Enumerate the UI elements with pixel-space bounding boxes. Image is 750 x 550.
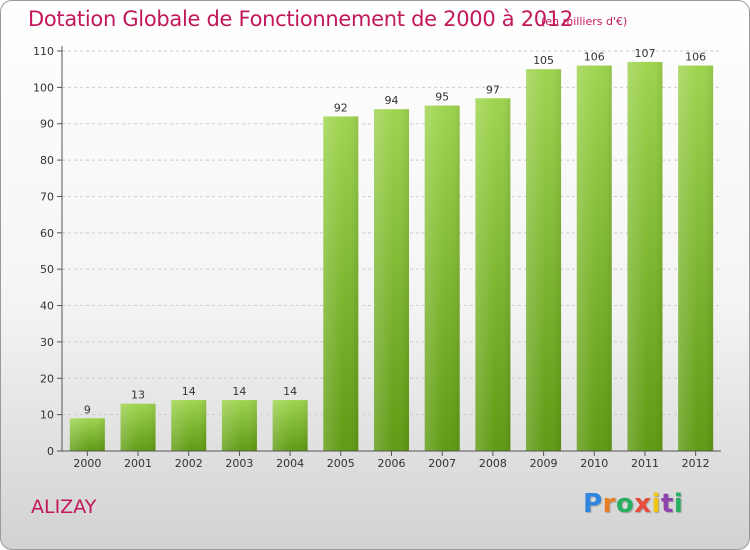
x-tick-label: 2012 <box>682 457 710 470</box>
bars <box>69 61 714 452</box>
bar-shade-2008 <box>475 98 511 451</box>
y-tick-label: 10 <box>40 409 54 422</box>
data-labels: 9 13 14 14 14 92 94 95 97 105 106 107 106 <box>84 47 706 416</box>
x-tick-label: 2006 <box>378 457 406 470</box>
bar-shade-2002 <box>171 400 207 451</box>
bar-chart: 9 13 14 14 14 92 94 95 97 105 106 107 106 0 10 20 30 40 5… <box>33 45 721 470</box>
data-label-2012: 106 <box>685 51 706 64</box>
data-label-2002: 14 <box>182 385 196 398</box>
data-label-2010: 106 <box>584 51 605 64</box>
x-tick-label: 2003 <box>225 457 253 470</box>
bar-shade-2009 <box>526 69 562 451</box>
x-tick-label: 2011 <box>631 457 659 470</box>
data-label-2004: 14 <box>283 385 297 398</box>
y-tick-label: 20 <box>40 372 54 385</box>
x-tick-label: 2008 <box>479 457 507 470</box>
logo-letter: P <box>583 489 603 519</box>
bar-shade-2005 <box>323 116 359 452</box>
bar-shade-2001 <box>120 403 156 451</box>
y-tick-label: 90 <box>40 118 54 131</box>
bar-shade-2000 <box>69 418 105 451</box>
bar-shade-2004 <box>272 400 308 451</box>
x-tick-label: 2002 <box>175 457 203 470</box>
x-tick-label: 2009 <box>530 457 558 470</box>
data-label-2003: 14 <box>232 385 246 398</box>
logo-letter: x <box>634 489 652 519</box>
x-tick-label: 2010 <box>580 457 608 470</box>
data-label-2005: 92 <box>334 101 348 114</box>
bar-shade-2011 <box>627 61 663 452</box>
logo-letter: t <box>660 489 674 519</box>
y-tick-label: 30 <box>40 336 54 349</box>
y-tick-label: 110 <box>33 45 54 58</box>
logo-letter: r <box>602 489 616 519</box>
x-tick-label: 2007 <box>428 457 456 470</box>
y-tick-label: 80 <box>40 154 54 167</box>
y-tick-label: 70 <box>40 190 54 203</box>
y-tick-label: 50 <box>40 263 54 276</box>
data-label-2007: 95 <box>435 91 449 104</box>
unit-note: (en milliers d'€) <box>541 15 628 28</box>
y-axis: 0 10 20 30 40 50 60 70 80 90 100 110 <box>33 45 63 458</box>
data-label-2009: 105 <box>533 54 554 67</box>
y-tick-label: 100 <box>33 81 54 94</box>
x-tick-label: 2001 <box>124 457 152 470</box>
bar-shade-2010 <box>576 65 612 451</box>
bar-shade-2003 <box>221 400 257 451</box>
logo-letter: i <box>673 489 684 519</box>
x-axis: 2000 2001 2002 2003 2004 2005 2006 2007 2008 2009… <box>62 450 721 470</box>
x-tick-label: 2005 <box>327 457 355 470</box>
bar-shade-2006 <box>374 109 409 451</box>
logo-letter: i <box>651 489 661 519</box>
bar-shade-2007 <box>424 105 460 451</box>
x-tick-label: 2004 <box>276 457 304 470</box>
data-label-2011: 107 <box>634 47 655 60</box>
bar-shade-2012 <box>678 65 714 451</box>
data-label-2001: 13 <box>131 389 145 402</box>
data-label-2000: 9 <box>84 403 91 416</box>
y-tick-label: 0 <box>47 445 54 458</box>
proxiti-logo[interactable]: Proxiti <box>583 489 683 519</box>
y-tick-label: 60 <box>40 227 54 240</box>
y-tick-label: 40 <box>40 300 54 313</box>
commune-name: ALIZAY <box>31 496 97 518</box>
x-tick-label: 2000 <box>73 457 101 470</box>
logo-letter: o <box>615 489 635 519</box>
chart-title: Dotation Globale de Fonctionnement de 20… <box>28 7 573 31</box>
data-label-2006: 94 <box>385 94 399 107</box>
data-label-2008: 97 <box>486 83 500 96</box>
